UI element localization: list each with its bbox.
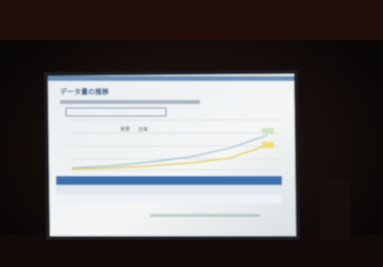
slide-bar: [48, 76, 294, 81]
legend-label: 日本: [138, 126, 148, 133]
callout: [262, 142, 274, 148]
screen-group: データ量の推移 世界 日本: [44, 70, 300, 240]
person-silhouette: [320, 180, 350, 240]
table-row: [56, 194, 282, 203]
footnote-blur: [150, 214, 260, 217]
subtitle-blur: [60, 100, 200, 104]
legend-label: 世界: [120, 126, 130, 133]
photo: データ量の推移 世界 日本: [0, 0, 383, 267]
slide-title: データ量の推移: [60, 87, 109, 96]
curtain: [0, 0, 383, 40]
screen: [48, 74, 296, 236]
table-header: [56, 176, 282, 185]
callout: [262, 128, 274, 134]
table-row: [56, 185, 282, 194]
